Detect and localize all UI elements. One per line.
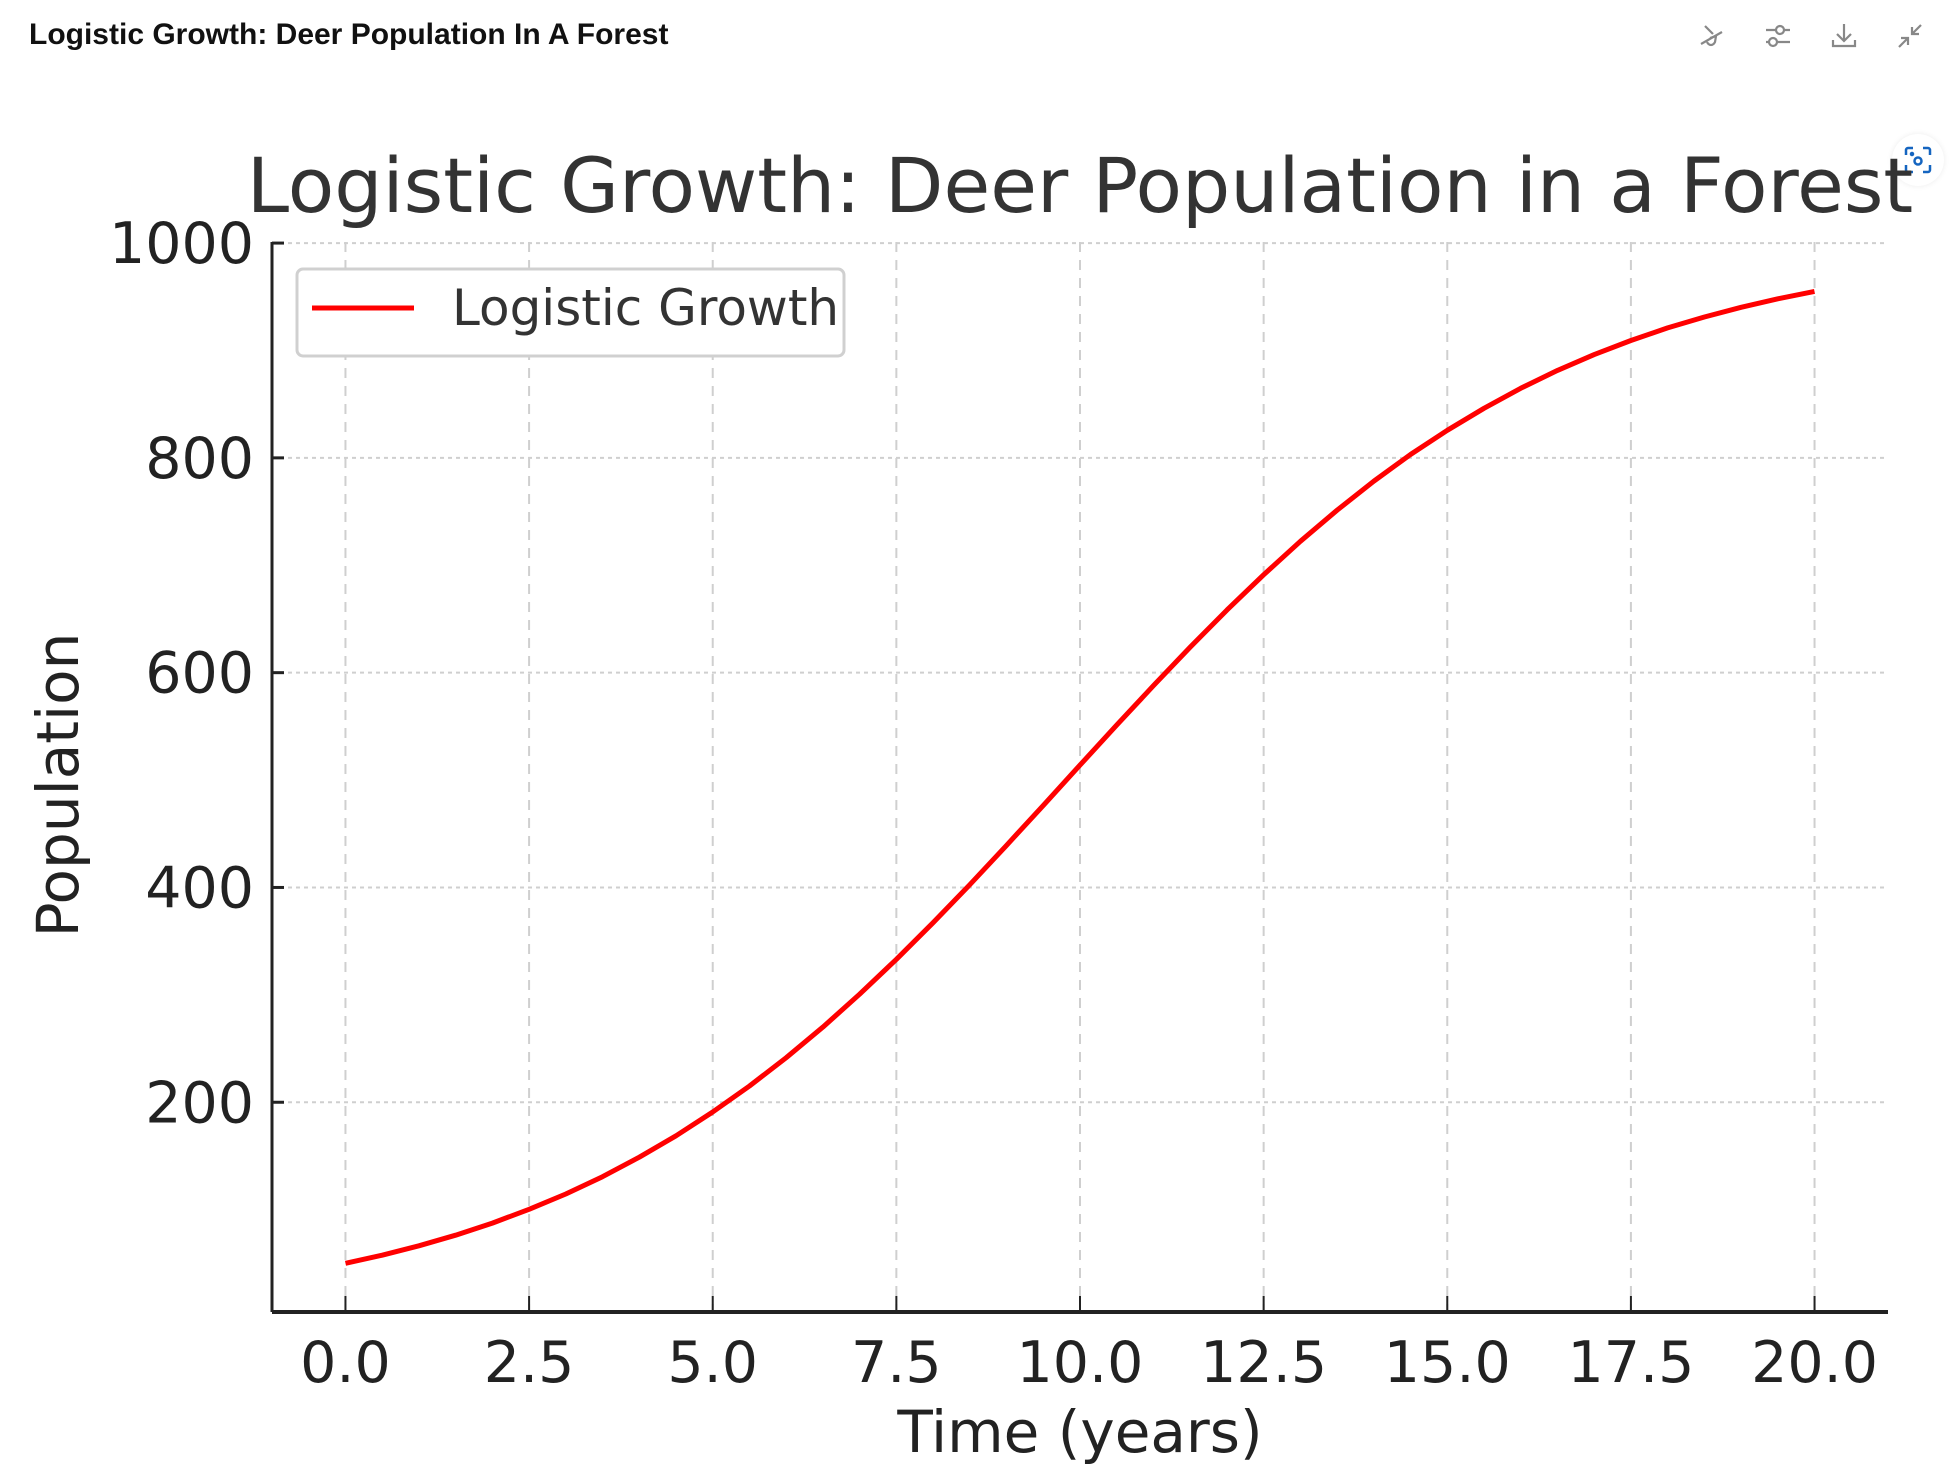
y-tick-label: 600	[145, 641, 254, 707]
window-title: Logistic Growth: Deer Population In A Fo…	[29, 18, 669, 51]
x-tick-label: 0.0	[300, 1330, 391, 1396]
sliders-icon[interactable]	[1760, 18, 1796, 54]
y-tick-label: 200	[145, 1070, 254, 1136]
y-axis-label: Population	[24, 633, 92, 938]
y-tick-label: 400	[145, 855, 254, 921]
legend: Logistic Growth	[295, 267, 846, 358]
screenshot-icon	[1904, 146, 1932, 174]
y-tick-label: 1000	[109, 211, 254, 277]
collapse-icon[interactable]	[1892, 18, 1928, 54]
x-tick-label: 15.0	[1384, 1330, 1511, 1396]
no-interact-icon[interactable]	[1694, 18, 1730, 54]
x-tick-label: 10.0	[1017, 1330, 1144, 1396]
x-tick-label: 20.0	[1751, 1330, 1878, 1396]
series-line-logistic-growth	[344, 288, 1815, 1266]
x-tick-label: 2.5	[484, 1330, 575, 1396]
legend-label: Logistic Growth	[452, 279, 839, 337]
x-tick-label: 12.5	[1200, 1330, 1327, 1396]
legend-box	[295, 267, 846, 358]
x-tick-label: 17.5	[1567, 1330, 1694, 1396]
x-tick-label: 7.5	[851, 1330, 942, 1396]
chart-title: Logistic Growth: Deer Population in a Fo…	[247, 141, 1913, 230]
x-axis-label: Time (years)	[896, 1398, 1262, 1466]
y-tick-label: 800	[145, 426, 254, 492]
download-icon[interactable]	[1826, 18, 1862, 54]
x-tick-label: 5.0	[667, 1330, 758, 1396]
screenshot-button[interactable]	[1892, 134, 1944, 186]
toolbar	[1694, 18, 1928, 54]
